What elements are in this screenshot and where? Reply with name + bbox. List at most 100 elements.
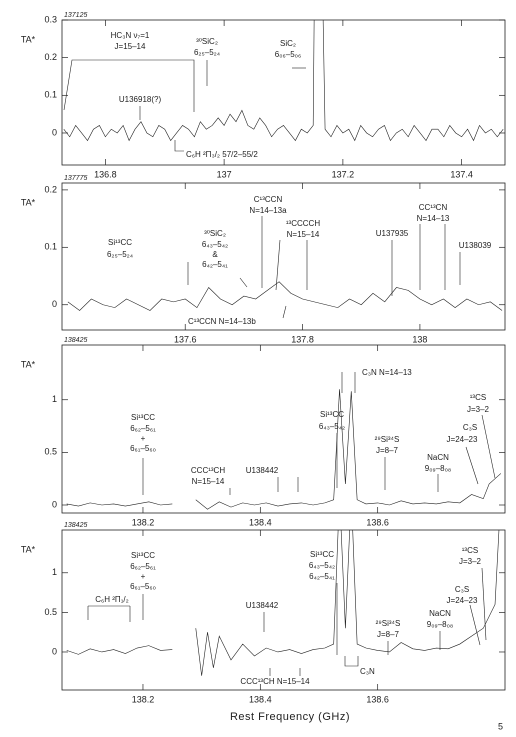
annotation: HC₃N ν₇=1 [111, 31, 150, 40]
annotation: J=3–2 [459, 557, 482, 566]
annotation: 6₄₃–5₄₂ [202, 240, 228, 249]
annotation: J=24–23 [447, 596, 478, 605]
annotation: 9₀₉–8₀₈ [425, 464, 451, 473]
annotation-arrow [282, 305, 287, 319]
y-tick-label: 0.2 [44, 184, 57, 194]
annotation: NaCN [429, 609, 451, 618]
annotation: CCC¹³CH [191, 466, 225, 475]
spectrum [66, 530, 500, 676]
x-tick-label: 138.6 [366, 694, 389, 704]
plot-frame [61, 182, 506, 331]
y-tick-label: 0.3 [44, 14, 57, 24]
annotation: ¹³CS [470, 393, 486, 402]
annotation: CCC¹³CH N=15–14 [240, 677, 310, 686]
annotation: 6₆₁–5₆₀ [130, 582, 156, 591]
panel-label: 138425 [64, 337, 87, 344]
x-tick-label: 137.6 [174, 334, 197, 344]
panel-label: 137125 [64, 12, 87, 19]
annotation: 6₄₂–5₄₁ [309, 572, 335, 581]
annotation: N=15–14 [192, 477, 225, 486]
annotation: ³⁰SiC₂ [204, 229, 226, 238]
annotation: ¹³CCCCH [286, 219, 320, 228]
annotation-arrow [465, 446, 479, 485]
annotation: J=15–14 [115, 42, 146, 51]
annotation-arrow [63, 59, 195, 112]
annotation: 6₆₂–5₆₁ [130, 562, 156, 571]
annotation: 6₄₃–5₄₂ [309, 561, 335, 570]
spectrum [67, 281, 503, 311]
annotation: 6₆₂–5₆₁ [130, 424, 156, 433]
x-tick-label: 138.4 [249, 694, 272, 704]
annotation: 6₆₁–5₆₀ [130, 444, 156, 453]
annotation: N=14–13 [417, 214, 450, 223]
annotation: U136918(?) [119, 95, 162, 104]
annotation-arrow [174, 140, 184, 152]
y-axis-label: TA* [21, 34, 36, 44]
x-tick-label: 138.6 [366, 517, 389, 527]
annotation: 6₄₃–5₄₂ [319, 422, 345, 431]
x-tick-label: 137.4 [450, 169, 473, 179]
plot-frame [61, 529, 506, 691]
annotation-arrow [481, 414, 496, 479]
annotation: ²⁹Si³⁴S [376, 619, 401, 628]
annotation-arrow [344, 656, 359, 667]
annotation: ³⁰SiC₂ [196, 37, 218, 46]
annotation: 6₄₂–5₄₁ [202, 260, 228, 269]
annotation: C₃N [360, 667, 375, 676]
panel-label: 138425 [64, 522, 87, 529]
y-tick-label: 1 [52, 394, 57, 404]
x-tick-label: 138.2 [132, 694, 155, 704]
annotation: ¹³CS [462, 546, 478, 555]
annotation: N=14–13a [249, 206, 287, 215]
annotation: NaCN [427, 453, 449, 462]
annotation: Si¹³CC [310, 550, 334, 559]
y-tick-label: 0.2 [44, 52, 57, 62]
x-tick-label: 138 [412, 334, 427, 344]
annotation: 6₀₆–5₀₆ [275, 50, 301, 59]
y-axis-label: TA* [21, 544, 36, 554]
annotation: C¹³CCN [254, 195, 283, 204]
y-tick-label: 0.1 [44, 242, 57, 252]
spectrum [63, 20, 504, 142]
annotation: U138039 [459, 241, 492, 250]
annotation-arrow [481, 567, 487, 641]
annotation: N=15–14 [287, 230, 320, 239]
annotation: Si¹³CC [108, 238, 132, 247]
panel-label: 137775 [64, 175, 87, 182]
annotation: C₃S [463, 423, 477, 432]
y-tick-label: 0 [52, 499, 57, 509]
annotation: Si¹³CC [131, 413, 155, 422]
annotation: J=24–23 [447, 435, 478, 444]
annotation: U138442 [246, 601, 279, 610]
y-tick-label: 0.5 [44, 447, 57, 457]
y-tick-label: 0 [52, 127, 57, 137]
annotation: C₃S [455, 585, 469, 594]
annotation: C¹³CCN N=14–13b [188, 317, 256, 326]
annotation: 6₂₅–5₂₄ [194, 48, 220, 57]
annotation: J=3–2 [467, 405, 490, 414]
x-tick-label: 137 [217, 169, 232, 179]
x-tick-label: 138.4 [249, 517, 272, 527]
annotation: Si¹³CC [320, 410, 344, 419]
annotation-arrow [275, 239, 281, 291]
plot-frame [61, 344, 506, 514]
x-tick-label: 137.8 [291, 334, 314, 344]
y-tick-label: 0.5 [44, 607, 57, 617]
y-tick-label: 0 [52, 646, 57, 656]
x-tick-label: 138.2 [132, 517, 155, 527]
y-tick-label: 1 [52, 567, 57, 577]
annotation: & [212, 250, 218, 259]
spectrum [66, 389, 502, 510]
annotation: + [141, 434, 146, 443]
y-axis-label: TA* [21, 359, 36, 369]
annotation-arrow [239, 277, 248, 288]
annotation: C₆H ²Π₁/₂ [95, 595, 128, 604]
annotation: J=8–7 [376, 446, 399, 455]
x-axis-label: Rest Frequency (GHz) [230, 711, 350, 723]
annotation: 9₀₉–8₀₈ [427, 620, 453, 629]
annotation: C₆H ²Π₃/₂ 57/2–55/2 [186, 150, 258, 159]
page-number: 5 [498, 721, 503, 731]
annotation: U138442 [246, 466, 279, 475]
y-tick-label: 0.1 [44, 90, 57, 100]
